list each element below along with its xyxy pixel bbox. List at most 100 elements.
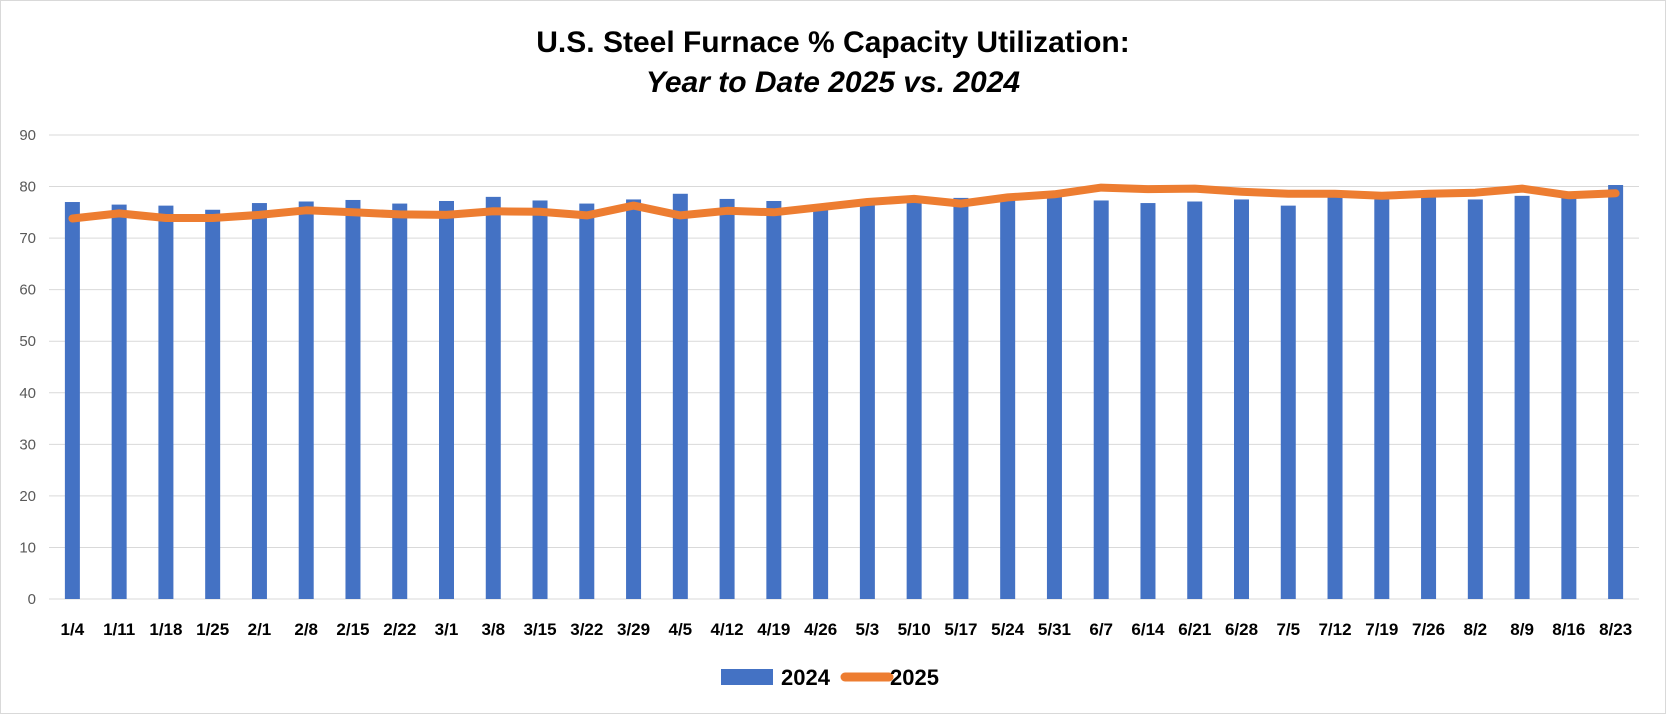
point-2025-5/31 [1052, 192, 1057, 197]
point-2025-1/25 [210, 216, 215, 221]
bar-2024-1/18 [158, 205, 174, 599]
point-2025-6/28 [1239, 189, 1244, 194]
y-tick-label: 30 [19, 436, 36, 453]
x-tick-label: 3/29 [617, 620, 650, 639]
y-tick-label: 40 [19, 385, 36, 402]
point-2025-1/4 [70, 216, 75, 221]
x-tick-label: 5/17 [944, 620, 977, 639]
x-tick-label: 5/3 [856, 620, 880, 639]
x-tick-label: 2/15 [336, 620, 369, 639]
bar-2024-5/10 [906, 200, 922, 600]
x-tick-label: 6/7 [1089, 620, 1113, 639]
bar-2024-1/25 [205, 209, 221, 599]
point-2025-2/22 [397, 212, 402, 217]
y-axis-ticks: 0 10 20 30 40 50 60 70 80 90 [19, 127, 36, 608]
legend-label-2024: 2024 [781, 665, 831, 690]
x-tick-label: 8/2 [1464, 620, 1488, 639]
point-2025-3/1 [444, 212, 449, 217]
bar-2024-3/29 [626, 199, 642, 599]
y-tick-label: 70 [19, 230, 36, 247]
bar-2024-8/2 [1467, 199, 1483, 599]
legend: 2024 2025 [721, 665, 939, 690]
x-tick-label: 3/15 [523, 620, 556, 639]
bar-2024-2/22 [392, 203, 408, 599]
y-tick-label: 20 [19, 488, 36, 505]
x-tick-label: 5/31 [1038, 620, 1071, 639]
point-2025-5/17 [958, 201, 963, 206]
bar-2024-7/5 [1280, 205, 1296, 599]
bar-2024-5/17 [953, 197, 969, 600]
point-2025-2/8 [304, 208, 309, 213]
point-2025-6/21 [1192, 186, 1197, 191]
bar-2024-2/8 [298, 201, 314, 600]
y-tick-label: 60 [19, 282, 36, 299]
x-tick-label: 5/24 [991, 620, 1025, 639]
point-2025-4/26 [818, 205, 823, 210]
y-tick-label: 90 [19, 127, 36, 144]
point-2025-7/19 [1379, 193, 1384, 198]
bar-2024-7/19 [1374, 199, 1390, 599]
point-2025-3/8 [491, 209, 496, 214]
x-axis-ticks: 1/4 1/11 1/18 1/25 2/1 2/8 2/15 2/22 3/1 3/8 3/15 3… [61, 620, 1633, 639]
point-2025-8/9 [1520, 186, 1525, 191]
x-tick-label: 8/23 [1599, 620, 1632, 639]
point-2025-8/23 [1613, 191, 1618, 196]
bar-2024-5/3 [859, 202, 875, 599]
x-tick-label: 7/19 [1365, 620, 1398, 639]
bar-2024-8/23 [1608, 185, 1624, 599]
bar-2024-4/12 [719, 198, 735, 599]
bar-2024-6/7 [1093, 200, 1109, 599]
point-2025-7/5 [1286, 191, 1291, 196]
x-tick-label: 4/12 [711, 620, 744, 639]
point-2025-7/26 [1426, 191, 1431, 196]
bar-2024-8/16 [1561, 196, 1577, 599]
x-tick-label: 7/12 [1318, 620, 1351, 639]
x-tick-label: 3/22 [570, 620, 603, 639]
point-2025-7/12 [1333, 191, 1338, 196]
x-tick-label: 7/26 [1412, 620, 1445, 639]
point-2025-6/14 [1145, 187, 1150, 192]
x-tick-label: 1/18 [149, 620, 182, 639]
x-tick-label: 3/8 [481, 620, 505, 639]
point-2025-5/3 [865, 200, 870, 205]
bar-2024-2/15 [345, 199, 361, 599]
point-2025-4/19 [771, 210, 776, 215]
bar-2024-6/14 [1140, 203, 1156, 599]
y-tick-label: 50 [19, 333, 36, 350]
bar-2024-5/31 [1046, 196, 1062, 599]
bar-2024-7/26 [1421, 196, 1437, 599]
y-tick-label: 10 [19, 539, 36, 556]
chart-title: U.S. Steel Furnace % Capacity Utilizatio… [536, 26, 1129, 59]
x-tick-label: 2/8 [294, 620, 318, 639]
x-tick-label: 4/26 [804, 620, 837, 639]
point-2025-4/5 [678, 213, 683, 218]
bar-2024-6/21 [1187, 201, 1203, 600]
y-tick-label: 80 [19, 179, 36, 196]
bar-2024-4/5 [672, 193, 688, 600]
x-tick-label: 2/1 [248, 620, 272, 639]
bar-2024-2/1 [251, 203, 267, 599]
point-2025-2/15 [350, 210, 355, 215]
bar-2024-3/1 [439, 200, 454, 600]
bar-2024-5/24 [1000, 199, 1016, 599]
series-2025-line-group [68, 183, 1620, 223]
bar-2024-1/4 [64, 202, 80, 599]
x-tick-label: 8/16 [1552, 620, 1585, 639]
x-tick-label: 3/1 [435, 620, 459, 639]
bar-2024-3/22 [579, 203, 595, 599]
point-2025-3/29 [631, 203, 636, 208]
x-tick-label: 1/25 [196, 620, 229, 639]
x-tick-label: 6/21 [1178, 620, 1211, 639]
bar-2024-4/26 [813, 207, 829, 599]
point-2025-2/1 [257, 212, 262, 217]
point-2025-3/22 [584, 213, 589, 218]
point-2025-8/16 [1566, 193, 1571, 198]
x-tick-label: 2/22 [383, 620, 416, 639]
bar-2024-7/12 [1327, 196, 1343, 599]
x-tick-label: 5/10 [898, 620, 931, 639]
point-2025-5/10 [912, 196, 917, 201]
bar-2024-8/9 [1514, 195, 1530, 599]
legend-label-2025: 2025 [890, 665, 939, 690]
